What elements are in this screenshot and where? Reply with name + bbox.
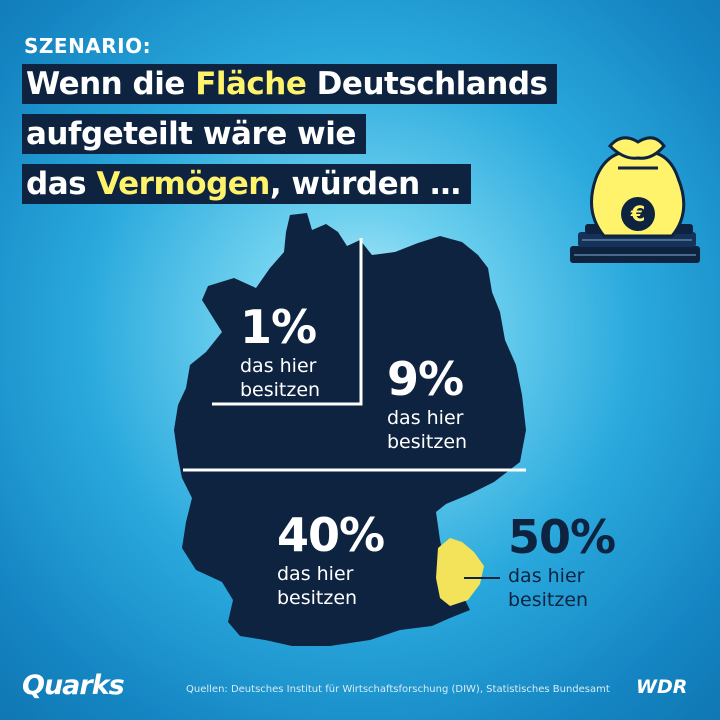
region-label-line-1: das hier: [277, 563, 354, 585]
region-label-line-2: besitzen: [508, 589, 589, 611]
region-1-percent: 1% das hier besitzen: [240, 304, 320, 402]
region-percent: 1%: [240, 300, 317, 354]
money-bag-icon: [570, 136, 700, 263]
region-label-line-1: das hier: [508, 565, 585, 587]
region-percent: 9%: [387, 352, 464, 406]
region-50-percent-area: [436, 538, 484, 606]
headline-text: das: [26, 166, 97, 202]
headline-highlight-vermoegen: Vermögen: [96, 166, 270, 202]
region-percent: 40%: [277, 508, 385, 562]
quarks-logo: Quarks: [22, 670, 125, 701]
region-label-line-1: das hier: [240, 355, 317, 377]
headline-text: Wenn die: [26, 66, 196, 102]
germany-silhouette: [174, 213, 526, 646]
region-50-percent: 50% das hier besitzen: [508, 510, 616, 612]
region-9-percent: 9% das hier besitzen: [387, 356, 467, 454]
headline-line-3: das Vermögen, würden …: [22, 164, 471, 204]
headline-text: aufgeteilt wäre wie: [26, 116, 356, 152]
euro-icon: €: [630, 202, 646, 226]
headline-text: , würden …: [269, 166, 461, 202]
headline-line-1: Wenn die Fläche Deutschlands: [22, 64, 558, 104]
region-label-line-2: besitzen: [387, 431, 468, 453]
headline-text: Deutschlands: [306, 66, 548, 102]
wdr-logo: WDR: [636, 676, 688, 698]
region-label-line-2: besitzen: [240, 379, 321, 401]
source-note: Quellen: Deutsches Institut für Wirtscha…: [186, 684, 610, 695]
region-40-percent: 40% das hier besitzen: [277, 508, 385, 610]
region-divider-vertical: [212, 238, 363, 406]
region-percent: 50%: [508, 510, 616, 564]
headline-line-2: aufgeteilt wäre wie: [22, 114, 366, 154]
headline-highlight-flaeche: Fläche: [195, 66, 307, 102]
region-label-line-1: das hier: [387, 407, 464, 429]
scenario-kicker: SZENARIO:: [24, 34, 152, 58]
region-label-line-2: besitzen: [277, 587, 358, 609]
